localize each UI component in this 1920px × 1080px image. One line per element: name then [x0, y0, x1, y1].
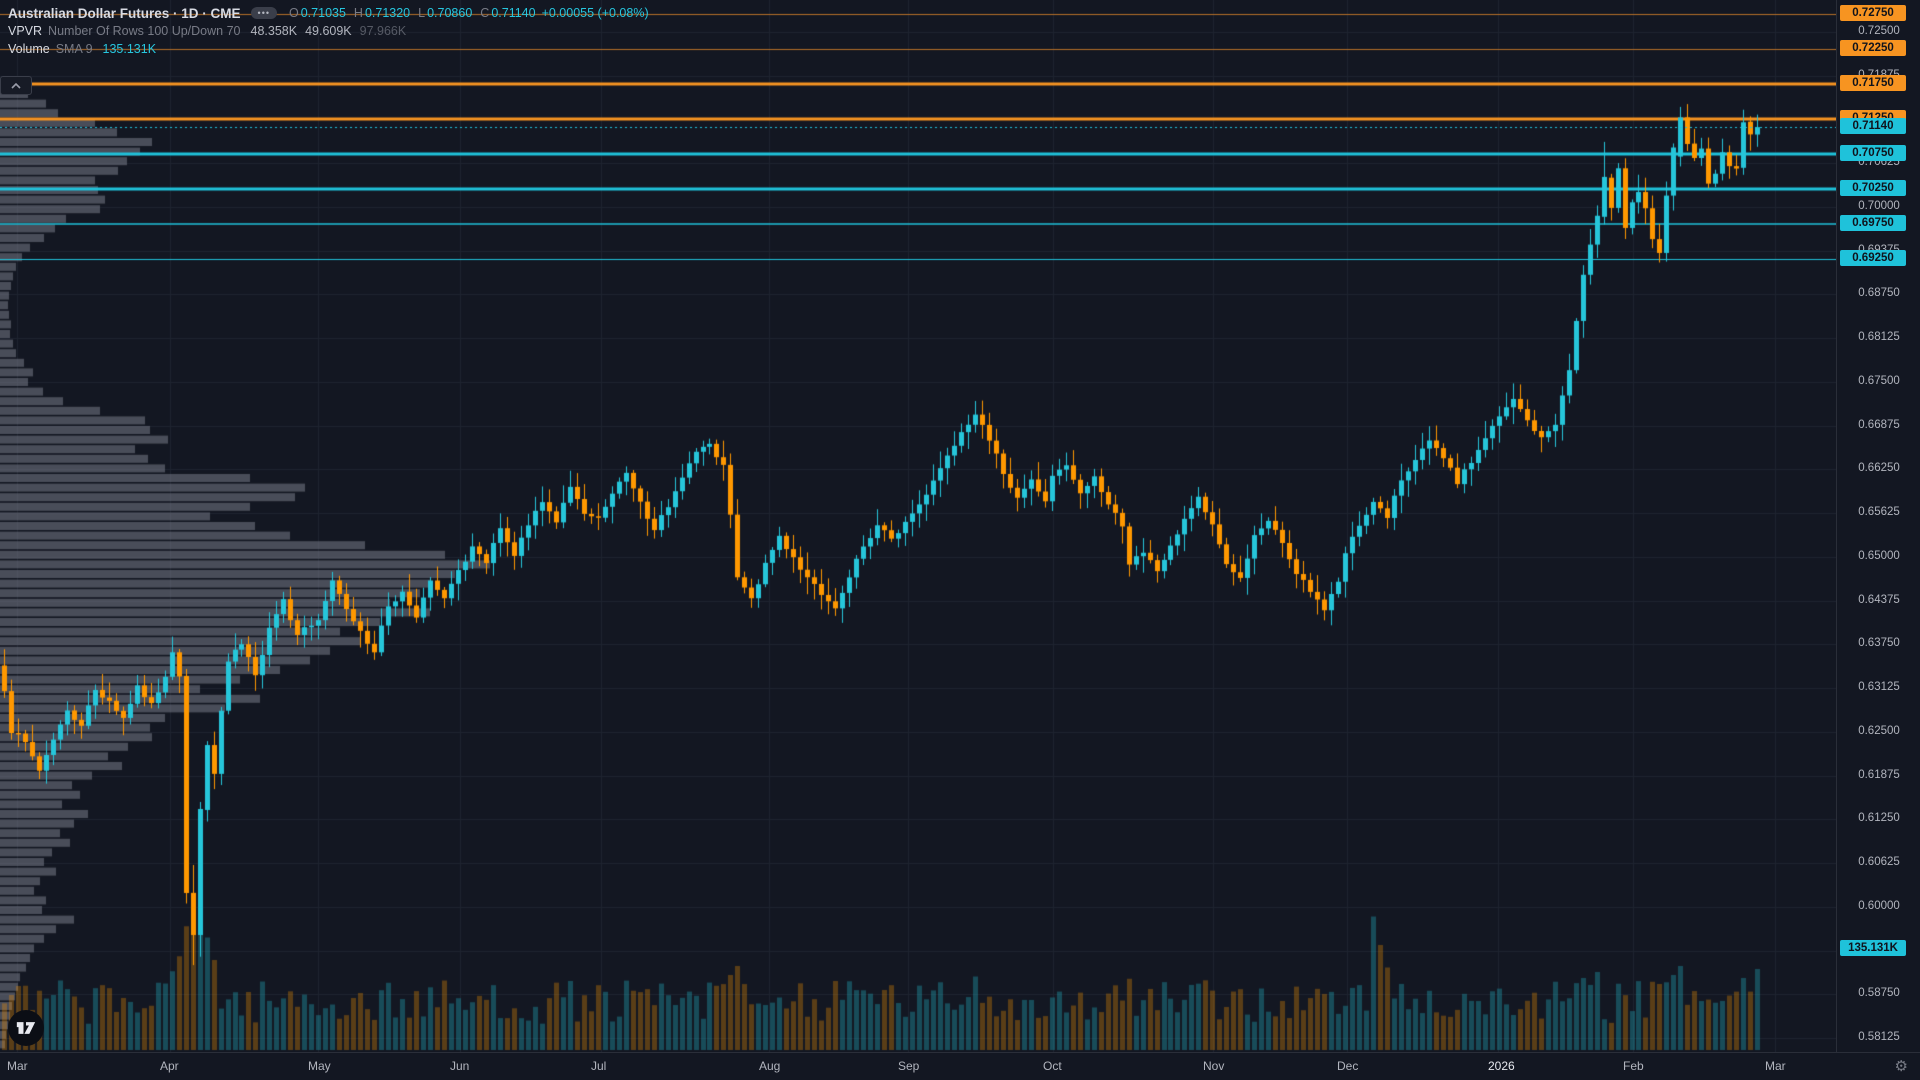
price-tick-label: 0.63125 — [1858, 681, 1900, 694]
time-tick-label: Sep — [898, 1059, 920, 1073]
price-tick-label: 0.65000 — [1858, 549, 1900, 562]
indicator-params: SMA 9 — [55, 42, 93, 56]
price-tick-label: 0.61875 — [1858, 768, 1900, 781]
time-tick-label: Dec — [1337, 1059, 1359, 1073]
time-tick-label: Jul — [591, 1059, 607, 1073]
indicator-name: VPVR — [8, 24, 43, 38]
high-label: H — [353, 6, 363, 20]
more-options-button[interactable]: ••• — [250, 7, 277, 19]
indicator-row-volume[interactable]: Volume SMA 9 135.131K — [8, 40, 649, 58]
time-tick-label: Aug — [759, 1059, 781, 1073]
price-level-badge: 0.72750 — [1840, 5, 1906, 22]
price-level-badge: 0.70250 — [1840, 180, 1906, 197]
open-value: 0.71035 — [300, 6, 346, 20]
time-tick-label: Oct — [1043, 1059, 1062, 1073]
price-tick-label: 0.60625 — [1858, 856, 1900, 869]
tv-logo-icon — [16, 1022, 36, 1034]
price-tick-label: 0.67500 — [1858, 374, 1900, 387]
indicator-name: Volume — [8, 42, 50, 56]
chart-legend: Australian Dollar Futures · 1D · CME •••… — [8, 4, 649, 58]
high-value: 0.71320 — [364, 6, 411, 20]
indicator-row-vpvr[interactable]: VPVR Number Of Rows 100 Up/Down 70 48.35… — [8, 22, 649, 40]
price-tick-label: 0.63750 — [1858, 637, 1900, 650]
price-tick-label: 0.66250 — [1858, 462, 1900, 475]
price-tick-label: 0.60000 — [1858, 899, 1900, 912]
chevron-up-icon — [11, 82, 21, 89]
indicator-value: 48.358K — [250, 24, 298, 38]
open-label: O — [289, 6, 299, 20]
time-tick-label: Feb — [1623, 1059, 1644, 1073]
price-tick-label: 0.58125 — [1858, 1031, 1900, 1044]
indicator-value: 49.609K — [305, 24, 352, 38]
price-tick-label: 0.65625 — [1858, 506, 1900, 519]
symbol-title[interactable]: Australian Dollar Futures · 1D · CME — [8, 5, 241, 21]
time-tick-label: Nov — [1203, 1059, 1225, 1073]
volume-value-badge: 135.131K — [1840, 939, 1906, 956]
price-tick-label: 0.64375 — [1858, 593, 1900, 606]
close-value: 0.71140 — [491, 6, 536, 20]
price-tick-label: 0.70000 — [1858, 199, 1900, 212]
price-level-badge: 0.72250 — [1840, 40, 1906, 57]
price-tick-label: 0.61250 — [1858, 812, 1900, 825]
low-value: 0.70860 — [427, 6, 473, 20]
price-tick-label: 0.68750 — [1858, 287, 1900, 300]
price-tick-label: 0.62500 — [1858, 724, 1900, 737]
price-tick-label: 0.58750 — [1858, 987, 1900, 1000]
time-tick-label: May — [308, 1059, 331, 1073]
price-tick-label: 0.68125 — [1858, 331, 1900, 344]
time-tick-label: Jun — [450, 1059, 470, 1073]
legend-collapse-button[interactable] — [0, 76, 32, 95]
ellipsis-icon: ••• — [257, 8, 270, 18]
price-level-badge: 0.71750 — [1840, 75, 1906, 92]
time-tick-label: Mar — [1765, 1059, 1786, 1073]
time-axis[interactable]: ⚙ Mar Apr May Jun Jul Aug Sep Oct Nov Dec 2026 Feb M… — [0, 1052, 1920, 1080]
time-tick-label: Apr — [160, 1059, 179, 1073]
price-level-badge: 0.70750 — [1840, 145, 1906, 162]
price-tick-label: 0.72500 — [1858, 24, 1900, 37]
close-label: C — [480, 6, 490, 20]
change-value: +0.00055 (+0.08%) — [541, 6, 649, 20]
time-tick-label: Mar — [7, 1059, 28, 1073]
time-tick-label: 2026 — [1488, 1059, 1515, 1073]
indicator-params: Number Of Rows 100 Up/Down 70 — [48, 24, 241, 38]
symbol-row: Australian Dollar Futures · 1D · CME •••… — [8, 4, 649, 22]
price-level-badge: 0.71140 — [1840, 118, 1906, 135]
low-label: L — [418, 6, 426, 20]
indicator-value: 135.131K — [102, 42, 157, 56]
price-axis[interactable]: 0.725000.718750.712500.706250.700000.693… — [1836, 0, 1920, 1052]
price-level-badge: 0.69250 — [1840, 250, 1906, 267]
gear-icon[interactable]: ⚙ — [1894, 1058, 1908, 1075]
price-level-badge: 0.69750 — [1840, 215, 1906, 232]
tradingview-logo[interactable] — [8, 1010, 44, 1046]
chart-canvas[interactable] — [0, 0, 1920, 1052]
indicator-value: 97.966K — [359, 24, 407, 38]
price-tick-label: 0.66875 — [1858, 418, 1900, 431]
